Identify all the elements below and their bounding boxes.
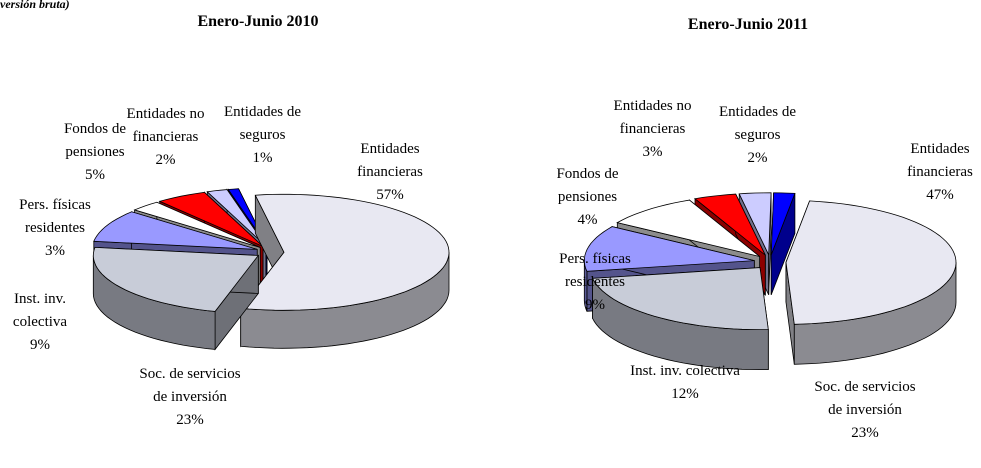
slice [770,192,796,255]
value-label: 4% [577,212,598,228]
slice-label: Entidades de seguros [223,104,302,143]
slice-label: Soc. de servicios de inversión [814,379,916,418]
slice-label: Inst. inv. colectiva [12,291,68,330]
slice [616,199,760,257]
slice-label: Pers. físicas residentes [19,197,91,236]
value-label: 12% [671,386,699,402]
slice [93,211,258,250]
slice-label: Entidades financieras [907,141,973,180]
slice [738,192,772,255]
slice-label: Entidades no financieras [613,98,692,137]
slice [591,267,769,330]
slice-label: Soc. de servicios de inversión [139,366,241,405]
slice-label: Entidades de seguros [718,104,797,143]
slice-label: Inst. inv. colectiva [630,363,740,379]
slice [694,193,766,256]
value-label: 1% [252,150,273,166]
slice-label: Pers. físicas residentes [559,251,631,290]
value-label: 9% [585,297,605,313]
slice-label: Fondos de pensiones [556,166,619,205]
slice [158,191,264,247]
chart-title: Enero-Junio 2011 [687,16,809,33]
value-label: 47% [926,187,954,203]
slice [206,189,267,247]
value-label: 2% [155,152,176,168]
slice [584,226,755,272]
slice [133,201,261,248]
slice [785,200,957,325]
value-label: 3% [642,144,663,160]
value-label: 57% [376,187,404,203]
slice [92,246,260,312]
value-label: 3% [45,243,65,259]
subtitle: versión bruta) [0,0,70,11]
slice-label: Entidades financieras [357,141,423,180]
slice-label: Fondos de pensiones [63,121,127,160]
slice-label: Entidades no financieras [126,106,205,145]
value-label: 23% [176,412,204,428]
value-label: 5% [85,167,105,183]
value-label: 23% [851,425,879,441]
value-label: 9% [30,337,50,353]
chart-title: Enero-Junio 2010 [197,13,319,30]
slice [239,193,450,311]
value-label: 2% [747,150,768,166]
